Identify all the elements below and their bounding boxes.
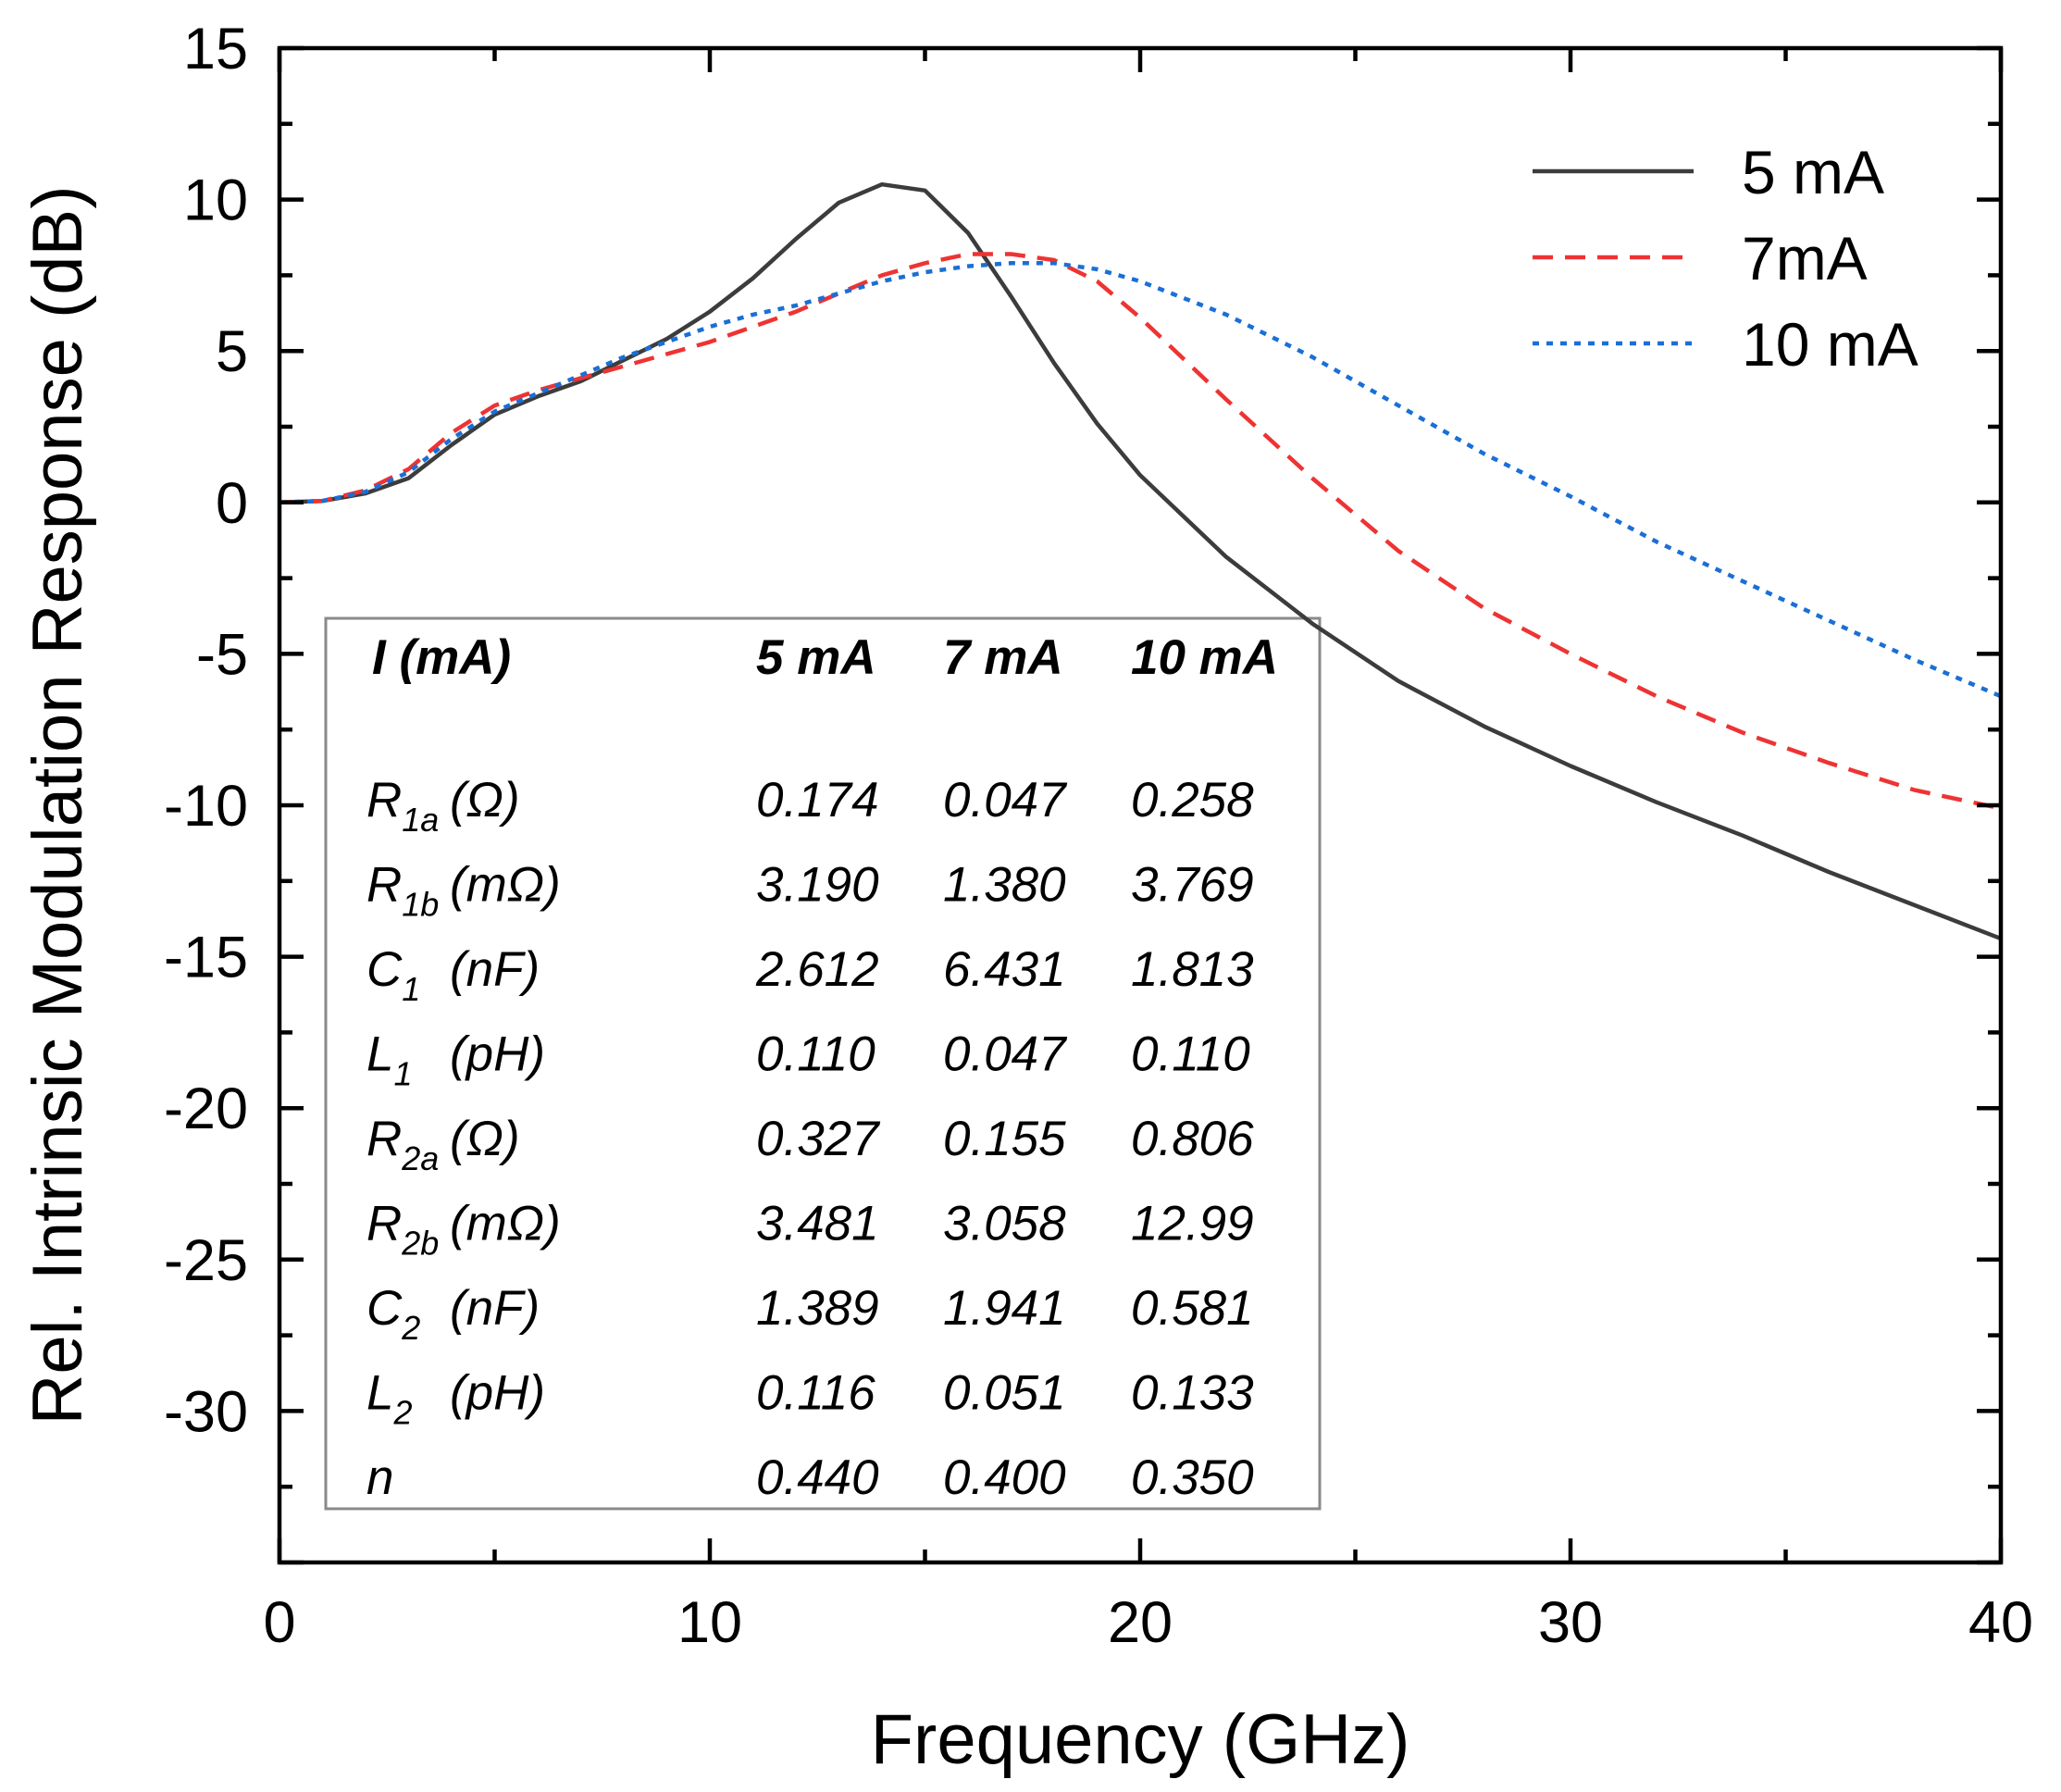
legend-label-3: 10 mA xyxy=(1742,310,1918,379)
table-row-label: R2b (mΩ) xyxy=(366,1197,561,1263)
table-row-label: R2a (Ω) xyxy=(366,1112,520,1177)
table-cell: 1.813 xyxy=(1131,942,1254,997)
table-cell: 0.400 xyxy=(943,1450,1066,1505)
table-cell: 0.350 xyxy=(1131,1450,1254,1505)
table-cell: 3.481 xyxy=(756,1197,879,1251)
table-cell: 1.389 xyxy=(756,1281,879,1336)
table-cell: 0.155 xyxy=(943,1112,1066,1166)
table-row-label: n xyxy=(366,1450,393,1505)
table-cell: 3.058 xyxy=(943,1197,1066,1251)
legend-label-2: 7mA xyxy=(1742,224,1868,292)
series-line-3 xyxy=(279,261,2001,699)
table-row-label: L1 (pH) xyxy=(366,1027,545,1093)
y-tick-label: -15 xyxy=(164,926,248,990)
table-column-header: 5 mA xyxy=(756,630,876,685)
table-cell: 3.190 xyxy=(756,858,879,913)
table-cell: 0.051 xyxy=(943,1366,1066,1421)
table-cell: 0.133 xyxy=(1131,1366,1254,1421)
y-tick-label: -20 xyxy=(164,1076,248,1141)
y-tick-label: 0 xyxy=(216,471,248,536)
table-cell: 0.116 xyxy=(756,1366,875,1421)
y-tick-label: 5 xyxy=(216,319,248,384)
y-tick-label: -5 xyxy=(196,622,248,687)
y-tick-label: -25 xyxy=(164,1228,248,1293)
table-cell: 0.047 xyxy=(943,773,1068,828)
table-cell: 6.431 xyxy=(943,942,1066,997)
parameter-table-box xyxy=(324,616,1322,1511)
table-cell: 2.612 xyxy=(755,942,879,997)
table-column-header: 10 mA xyxy=(1131,630,1278,685)
table-cell: 0.110 xyxy=(756,1027,875,1082)
table-cell: 0.047 xyxy=(943,1027,1068,1082)
y-tick-label: -10 xyxy=(164,774,248,839)
table-cell: 0.581 xyxy=(1131,1281,1254,1336)
y-axis-title: Rel. Intrinsic Modulation Response (dB) xyxy=(19,185,97,1425)
table-cell: 0.806 xyxy=(1131,1112,1254,1166)
table-cell: 3.769 xyxy=(1131,858,1254,913)
table-column-header: 7 mA xyxy=(943,630,1063,685)
x-tick-label: 30 xyxy=(1538,1590,1603,1655)
table-row-label: L2 (pH) xyxy=(366,1366,545,1432)
x-tick-label: 20 xyxy=(1108,1590,1173,1655)
table-cell: 12.99 xyxy=(1131,1197,1254,1251)
table-header-label: I (mA) xyxy=(372,630,511,685)
table-cell: 0.110 xyxy=(1131,1027,1250,1082)
legend-label-1: 5 mA xyxy=(1742,138,1884,206)
table-cell: 1.380 xyxy=(943,858,1066,913)
table-row-label: R1b (mΩ) xyxy=(366,858,561,924)
table-cell: 0.174 xyxy=(756,773,879,828)
x-axis-title: Frequency (GHz) xyxy=(871,1700,1410,1779)
y-tick-label: 15 xyxy=(183,17,248,81)
table-cell: 0.440 xyxy=(756,1450,879,1505)
series-line-1 xyxy=(279,181,2001,941)
series-line-2 xyxy=(279,252,2001,811)
table-row-label: C2 (nF) xyxy=(366,1281,540,1347)
x-tick-label: 40 xyxy=(1968,1590,2033,1655)
table-cell: 0.327 xyxy=(756,1112,881,1166)
table-cell: 0.258 xyxy=(1131,773,1254,828)
table-cell: 1.941 xyxy=(943,1281,1066,1336)
x-tick-label: 0 xyxy=(263,1590,295,1655)
table-row-label: C1 (nF) xyxy=(366,942,540,1008)
y-tick-label: 10 xyxy=(183,168,248,233)
x-tick-label: 10 xyxy=(677,1590,742,1655)
y-tick-label: -30 xyxy=(164,1379,248,1444)
table-row-label: R1a (Ω) xyxy=(366,773,520,839)
